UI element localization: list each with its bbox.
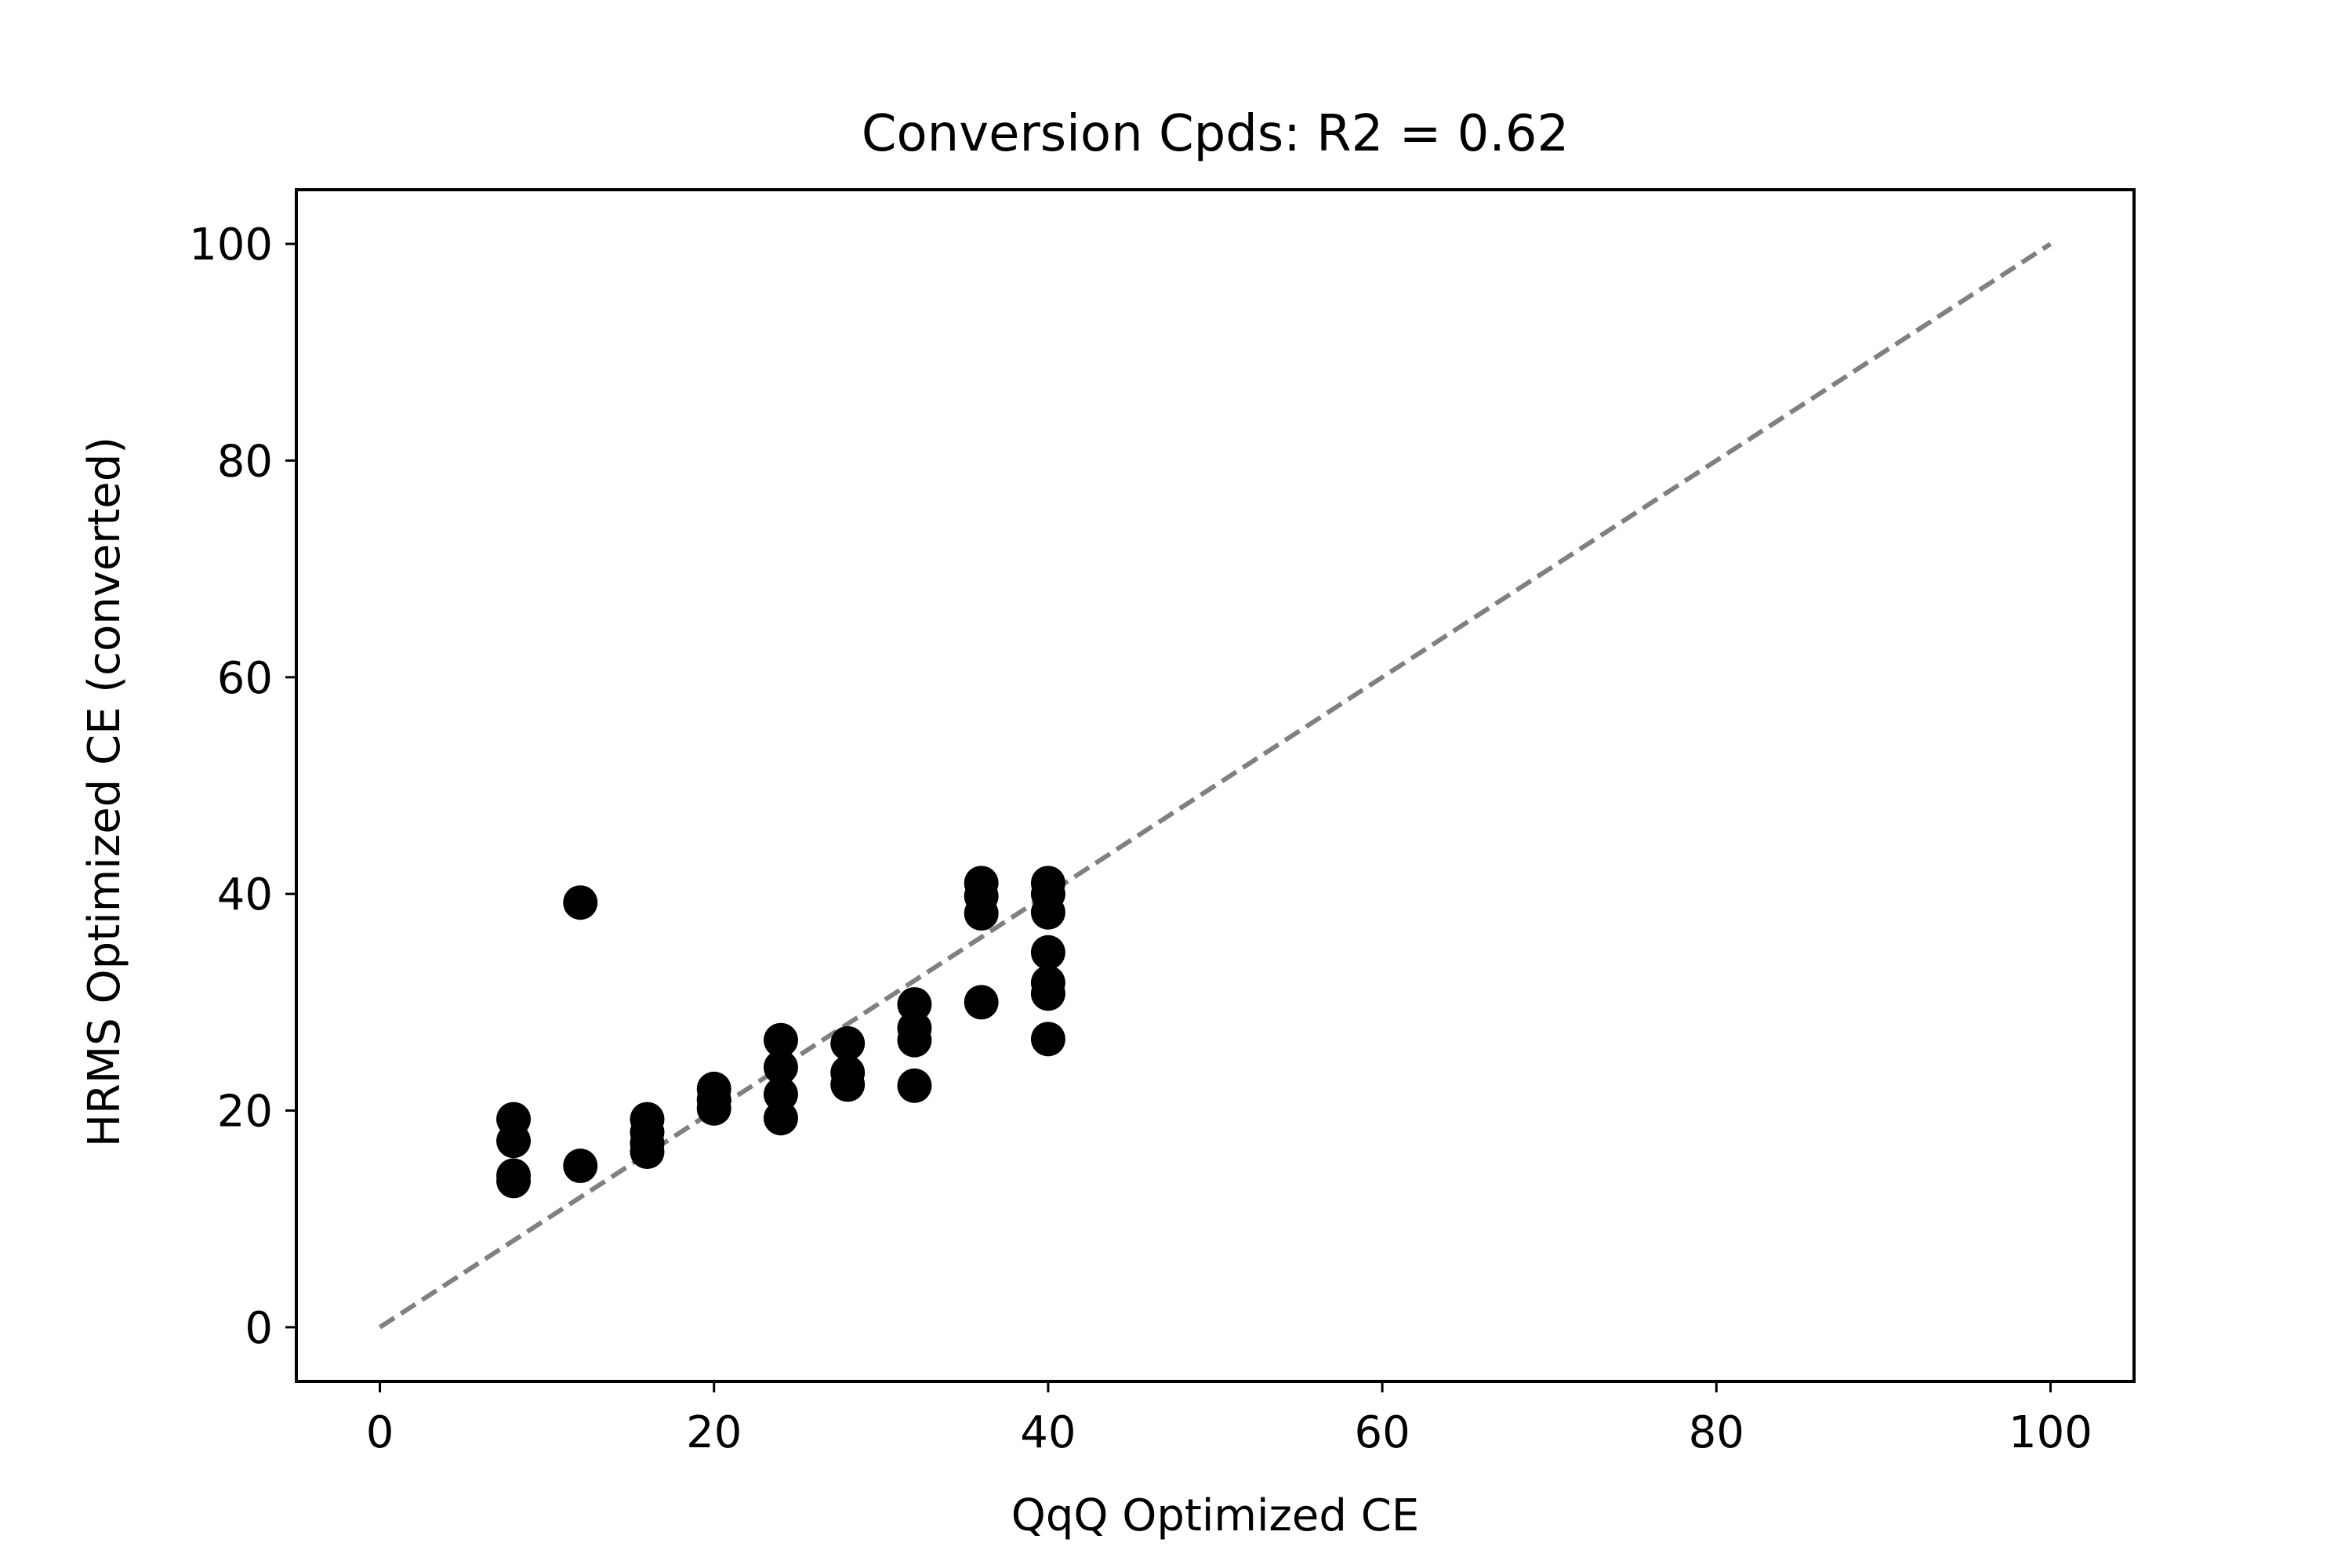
y-tick-label: 100 [189,220,273,270]
data-point [763,1101,798,1136]
data-point [830,1025,866,1061]
data-point [897,987,932,1022]
x-tick-label: 100 [2009,1407,2092,1458]
data-point [897,1068,932,1103]
data-point [830,1067,866,1102]
y-tick-label: 80 [217,436,273,487]
data-point [696,1091,731,1126]
y-tick-label: 0 [245,1303,273,1354]
data-point [1030,976,1065,1011]
x-axis-label: QqQ Optimized CE [1011,1490,1419,1541]
x-tick-label: 60 [1354,1407,1410,1458]
y-tick-label: 40 [217,869,273,920]
y-tick-label: 60 [217,653,273,704]
x-tick-label: 20 [686,1407,742,1458]
x-axis-ticks: 0 20 40 60 80 100 [366,1381,2092,1458]
data-point [964,985,999,1020]
data-point [763,1022,798,1058]
data-points-layer [496,866,1065,1199]
data-point [563,1149,598,1184]
data-point [496,1163,532,1199]
data-point [1030,935,1065,970]
data-point [897,1022,932,1058]
data-point [630,1134,665,1170]
y-tick-label: 20 [217,1087,273,1138]
x-tick-label: 80 [1689,1407,1744,1458]
data-point [496,1123,532,1159]
x-tick-label: 0 [366,1407,394,1458]
chart-title: Conversion Cpds: R2 = 0.62 [862,105,1569,163]
plot-area-frame [295,188,2136,1383]
data-point [763,1076,798,1112]
y-axis-label: HRMS Optimized CE (converted) [79,437,130,1147]
data-point [1030,1022,1065,1057]
data-point [563,885,598,920]
x-tick-label: 40 [1020,1407,1076,1458]
data-point [964,896,999,931]
data-point [1030,895,1065,930]
data-point [763,1050,798,1085]
y-axis-ticks: 0 20 40 60 80 100 [189,220,296,1354]
